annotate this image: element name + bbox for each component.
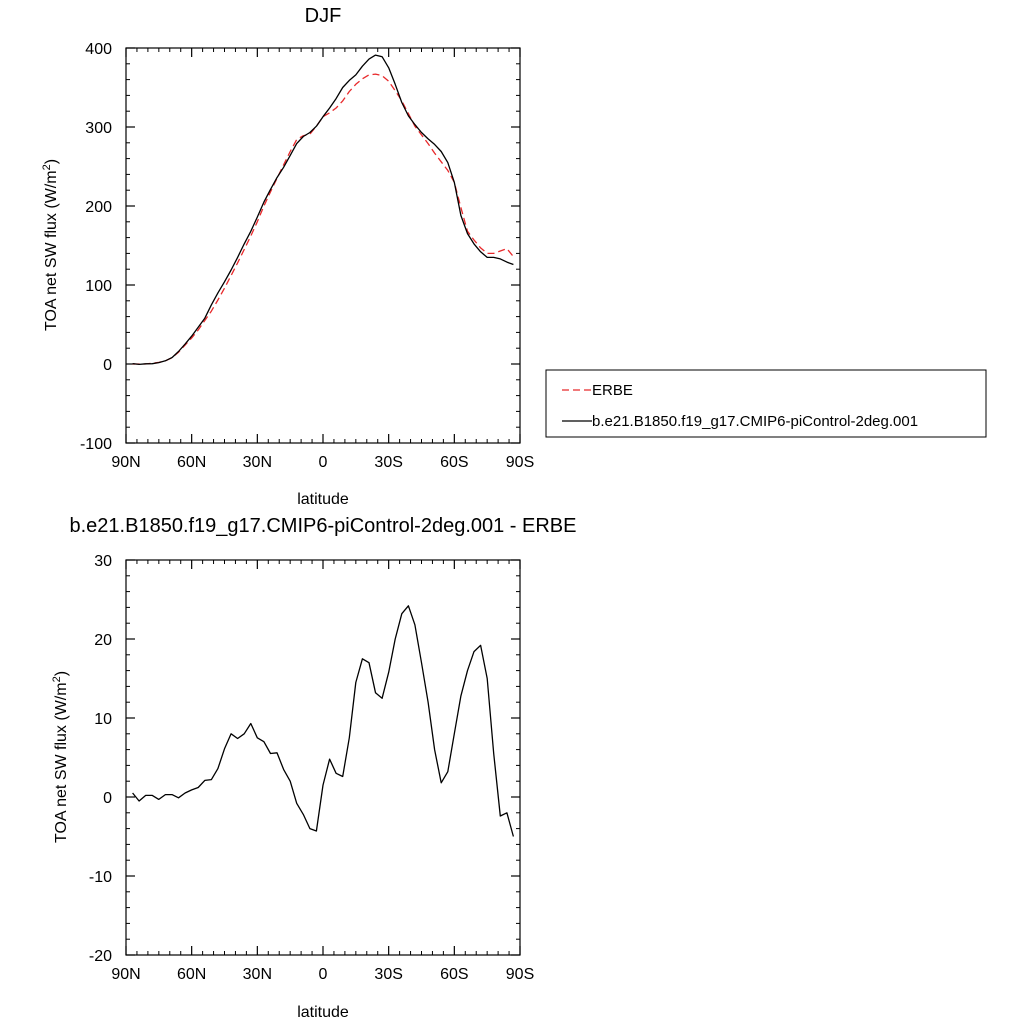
x-axis-label-difference: latitude xyxy=(297,1004,349,1021)
y-axis-label-text: TOA net SW flux (W/m xyxy=(43,170,60,331)
x-tick-label: 30N xyxy=(243,966,272,983)
chart-title-difference: b.e21.B1850.f19_g17.CMIP6-piControl-2deg… xyxy=(70,515,577,537)
y-axis-label: TOA net SW flux (W/m2) xyxy=(41,159,60,331)
y-axis: -20 -10 0 10 20 30 xyxy=(89,553,520,965)
y-axis: -100 0 100 200 300 400 xyxy=(80,41,520,453)
series-layer xyxy=(132,54,514,366)
chart-panel-top: DJF 90N 60N 30N 0 30S 60S 90S -100 0 100 200 300 40… xyxy=(41,5,534,508)
x-tick-label: 90S xyxy=(506,966,534,983)
y-tick-label: 400 xyxy=(85,41,112,58)
x-tick-label: 90N xyxy=(111,966,140,983)
legend-label-erbe: ERBE xyxy=(592,382,633,399)
y-tick-label: 100 xyxy=(85,278,112,295)
y-axis-label-superscript: 2 xyxy=(41,164,53,170)
x-tick-label: 0 xyxy=(319,966,328,983)
legend-frame xyxy=(545,369,987,438)
y-tick-label: -100 xyxy=(80,436,112,453)
y-axis-label-text: TOA net SW flux (W/m xyxy=(53,682,70,843)
x-tick-label: 90N xyxy=(111,454,140,471)
chart-panel-bottom: b.e21.B1850.f19_g17.CMIP6-piControl-2deg… xyxy=(51,515,576,1021)
y-tick-label: 10 xyxy=(94,711,112,728)
plot-frame xyxy=(125,47,521,444)
x-tick-label: 60S xyxy=(440,966,468,983)
x-tick-label: 60S xyxy=(440,454,468,471)
y-tick-label: 0 xyxy=(103,790,112,807)
y-axis-label-difference: TOA net SW flux (W/m2) xyxy=(51,671,70,843)
y-axis-label-superscript: 2 xyxy=(51,676,63,682)
y-tick-label: -20 xyxy=(89,948,112,965)
y-tick-label: 0 xyxy=(103,357,112,374)
x-tick-label: 30S xyxy=(374,966,402,983)
series-line-b-e21-b1850-f19-g17-cmip6-picontrol-2deg-001 xyxy=(132,54,514,366)
legend-label-model: b.e21.B1850.f19_g17.CMIP6-piControl-2deg… xyxy=(592,413,918,430)
x-tick-label: 60N xyxy=(177,966,206,983)
plot-frame-difference xyxy=(125,559,521,956)
x-tick-label: 60N xyxy=(177,454,206,471)
y-tick-label: -10 xyxy=(89,869,112,886)
y-tick-label: 20 xyxy=(94,632,112,649)
series-layer xyxy=(132,605,515,837)
legend: ERBE b.e21.B1850.f19_g17.CMIP6-piControl… xyxy=(545,369,987,438)
x-axis-label: latitude xyxy=(297,491,349,508)
x-tick-label: 90S xyxy=(506,454,534,471)
y-tick-label: 30 xyxy=(94,553,112,570)
x-axis: 90N 60N 30N 0 30S 60S 90S xyxy=(111,560,534,983)
y-tick-label: 300 xyxy=(85,120,112,137)
y-axis-label-close: ) xyxy=(53,671,70,676)
y-tick-label: 200 xyxy=(85,199,112,216)
x-tick-label: 0 xyxy=(319,454,328,471)
chart-title: DJF xyxy=(305,5,342,27)
x-tick-label: 30S xyxy=(374,454,402,471)
y-axis-label-close: ) xyxy=(43,159,60,164)
x-axis: 90N 60N 30N 0 30S 60S 90S xyxy=(111,48,534,471)
x-tick-label: 30N xyxy=(243,454,272,471)
series-line-difference xyxy=(132,605,515,837)
